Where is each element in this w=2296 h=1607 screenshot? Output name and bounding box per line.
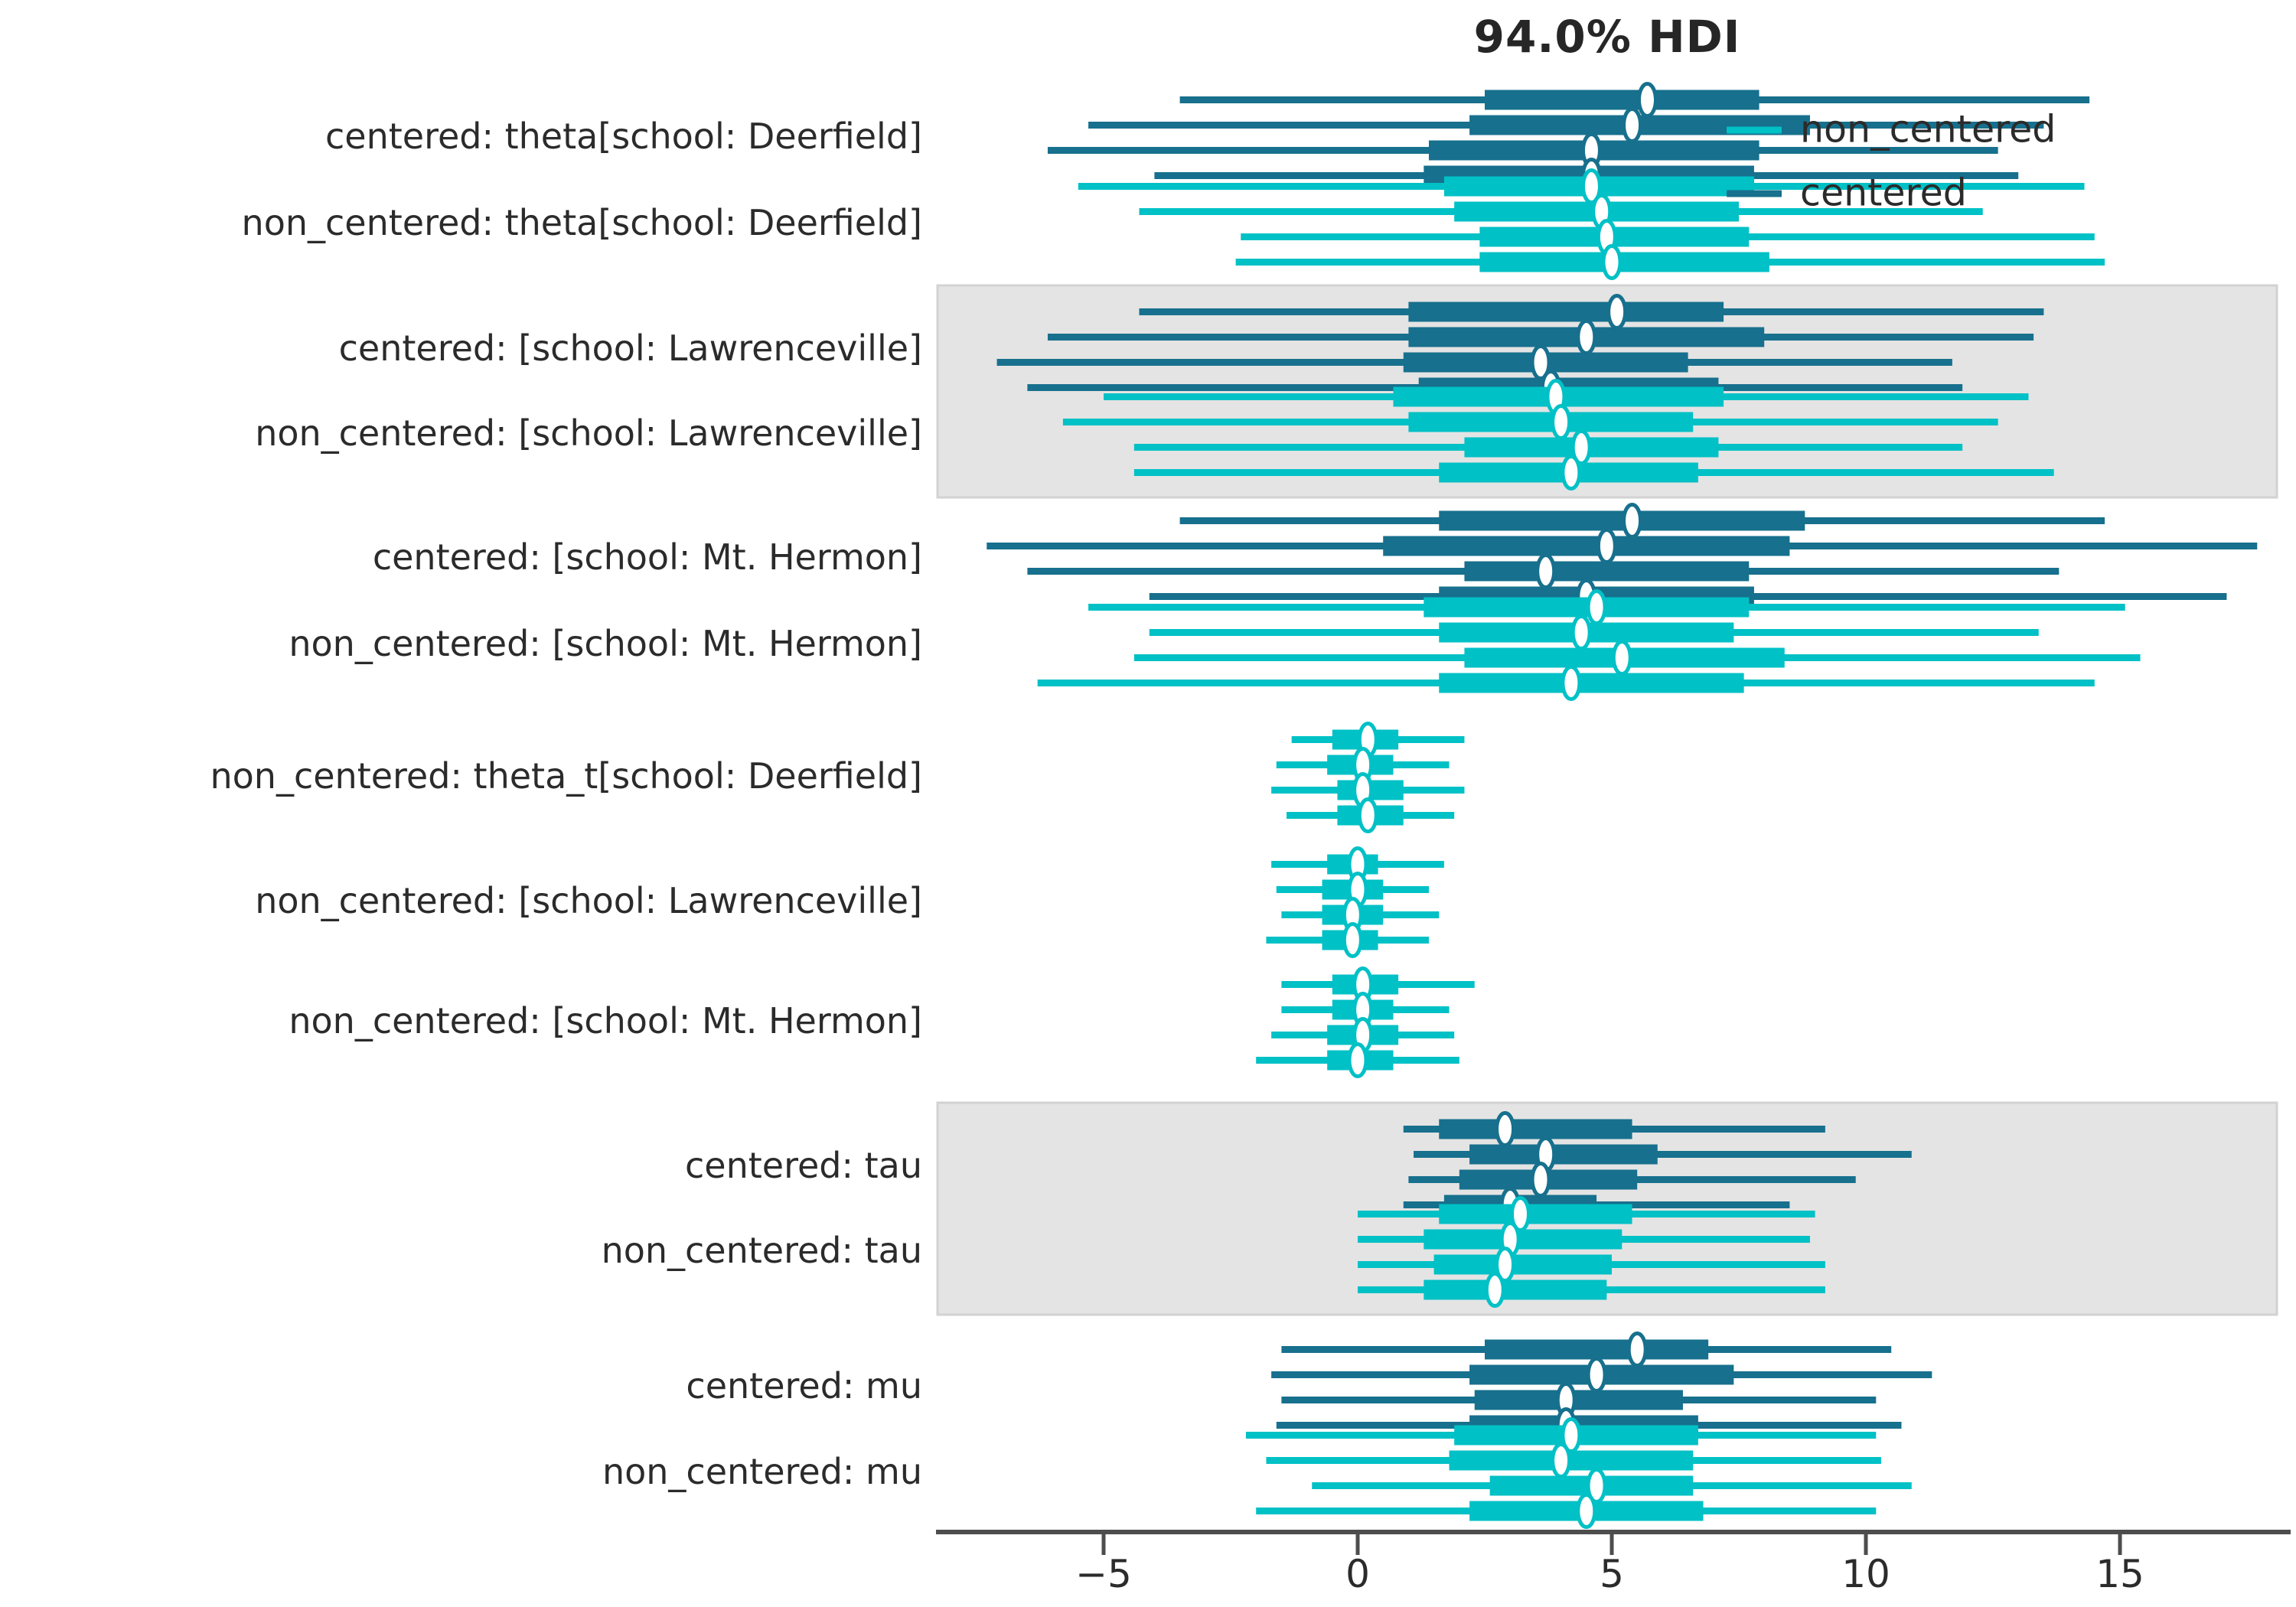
legend-line-non-centered [1727,126,1782,134]
x-tick-label: 0 [1345,1552,1370,1596]
row-label-noncentered-mu: non_centered: mu [602,1450,922,1492]
quartile-line [1383,536,1790,556]
quartile-line [1485,90,1760,110]
median-marker [1586,1357,1607,1393]
row-label-noncentered-thetat-mt-hermon: non_centered: [school: Mt. Hermon] [289,999,922,1041]
median-marker [1495,1111,1516,1147]
median-marker [1570,614,1592,650]
median-marker [1509,1196,1531,1232]
row-label-noncentered-lawrenceville: non_centered: [school: Lawrenceville] [255,412,922,454]
quartile-line [1439,1204,1632,1224]
median-marker [1611,640,1632,676]
median-marker [1586,589,1607,625]
median-marker [1530,344,1551,380]
row-label-centered-mu: centered: mu [686,1364,922,1407]
row-label-centered-lawrenceville: centered: [school: Lawrenceville] [338,327,922,369]
median-marker [1535,553,1557,589]
x-tick-label: −5 [1075,1552,1132,1596]
median-marker [1580,168,1602,204]
median-marker [1495,1247,1516,1283]
row-label-noncentered-theta-deerfield: non_centered: theta[school: Deerfield] [241,201,922,243]
x-axis-tick-labels: −5 0 5 10 15 [0,1552,2296,1605]
quartile-line [1433,1254,1612,1275]
median-marker [1576,1493,1597,1529]
median-marker [1551,1442,1572,1478]
row-label-noncentered-mt-hermon: non_centered: [school: Mt. Hermon] [289,622,922,664]
quartile-line [1479,252,1769,272]
row-label-noncentered-thetat-lawrenceville: non_centered: [school: Lawrenceville] [255,879,922,921]
median-marker [1357,797,1378,833]
y-axis-labels: centered: theta[school: Deerfield] non_c… [0,0,923,1607]
median-marker [1606,294,1628,330]
median-marker [1551,404,1572,440]
row-label-centered-theta-deerfield: centered: theta[school: Deerfield] [325,115,922,157]
median-marker [1342,922,1363,958]
median-marker [1561,455,1582,491]
x-tick-label: 10 [1841,1552,1890,1596]
median-marker [1561,1417,1582,1453]
median-marker [1570,429,1592,465]
quartile-line [1469,1144,1658,1165]
median-marker [1576,319,1597,355]
median-marker [1601,244,1623,280]
quartile-line [1464,561,1750,582]
hdi-line [1414,1151,1912,1158]
quartile-line [1424,1229,1623,1250]
row-label-centered-mt-hermon: centered: [school: Mt. Hermon] [372,536,922,578]
legend-label-non-centered: non_centered [1800,107,2056,152]
median-marker [1484,1272,1505,1308]
median-marker [1622,107,1643,143]
x-tick-label: 15 [2095,1552,2144,1596]
quartile-line [1439,1119,1632,1139]
quartile-line [1474,1390,1683,1410]
quartile-line [1408,302,1724,322]
quartile-line [1485,1339,1709,1360]
x-tick-label: 5 [1600,1552,1624,1596]
quartile-line [1424,1279,1607,1300]
quartile-line [1439,673,1744,693]
row-label-noncentered-thetat-deerfield: non_centered: theta_t[school: Deerfield] [210,755,923,797]
median-marker [1596,528,1617,564]
legend-label-centered: centered [1800,171,1967,215]
median-marker [1530,1162,1551,1198]
legend-line-centered [1727,190,1782,197]
median-marker [1636,82,1658,118]
median-marker [1561,665,1582,701]
row-label-noncentered-tau: non_centered: tau [601,1229,922,1271]
median-marker [1626,1332,1648,1367]
plot-title: 94.0% HDI [1473,11,1741,63]
median-marker [1586,1468,1607,1504]
row-label-centered-tau: centered: tau [685,1144,922,1186]
median-marker [1347,1042,1368,1078]
median-marker [1622,503,1643,539]
